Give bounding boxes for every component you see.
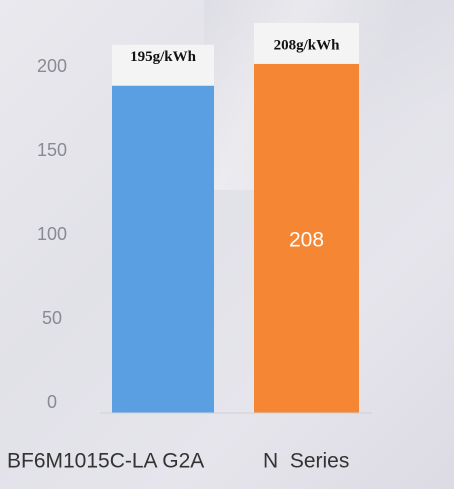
bar-data-label: 208 [289, 229, 324, 252]
bar-value-label: 208g/kWh [274, 37, 341, 53]
category-label: BF6M1015C-LA G2A [7, 450, 204, 473]
x-axis: BF6M1015C-LA G2A N Series [7, 450, 349, 473]
bar [112, 85, 214, 413]
y-tick-label: 50 [42, 308, 62, 328]
bar-value-label: 195g/kWh [130, 49, 197, 65]
y-tick-label: 0 [47, 392, 57, 412]
bar-label-box [112, 44, 214, 86]
bar-label-box [254, 22, 359, 64]
y-axis: 0 50 100 150 200 [37, 56, 67, 412]
y-tick-label: 150 [37, 140, 67, 160]
y-tick-label: 200 [37, 56, 67, 76]
y-tick-label: 100 [37, 224, 67, 244]
bars: 195g/kWh 208g/kWh 208 [112, 22, 359, 413]
bar [254, 63, 359, 413]
category-label: N Series [263, 450, 349, 473]
